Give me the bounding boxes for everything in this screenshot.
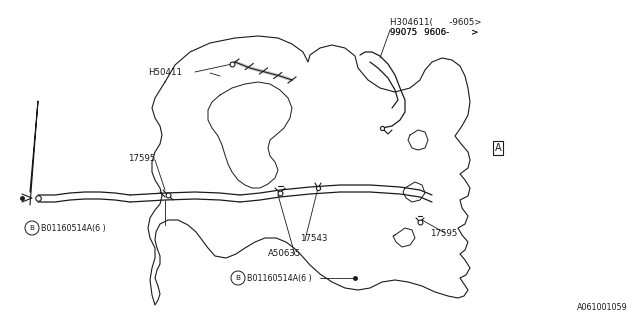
Text: A: A <box>495 143 501 153</box>
Text: 99075   9606-        >: 99075 9606- > <box>390 28 478 36</box>
Text: B01160514A(6 ): B01160514A(6 ) <box>247 274 312 283</box>
Text: A061001059: A061001059 <box>577 303 628 312</box>
Text: 17595: 17595 <box>430 228 458 237</box>
Text: 17543: 17543 <box>300 234 328 243</box>
Text: H50411: H50411 <box>148 68 182 76</box>
Text: 17595: 17595 <box>128 154 156 163</box>
Text: A50635: A50635 <box>268 249 301 258</box>
Text: B: B <box>29 225 35 231</box>
Text: 99075   9606-        >: 99075 9606- > <box>390 28 478 36</box>
Text: H304611(      -9605>: H304611( -9605> <box>390 18 481 27</box>
Text: B01160514A(6 ): B01160514A(6 ) <box>41 223 106 233</box>
Text: B: B <box>236 275 241 281</box>
